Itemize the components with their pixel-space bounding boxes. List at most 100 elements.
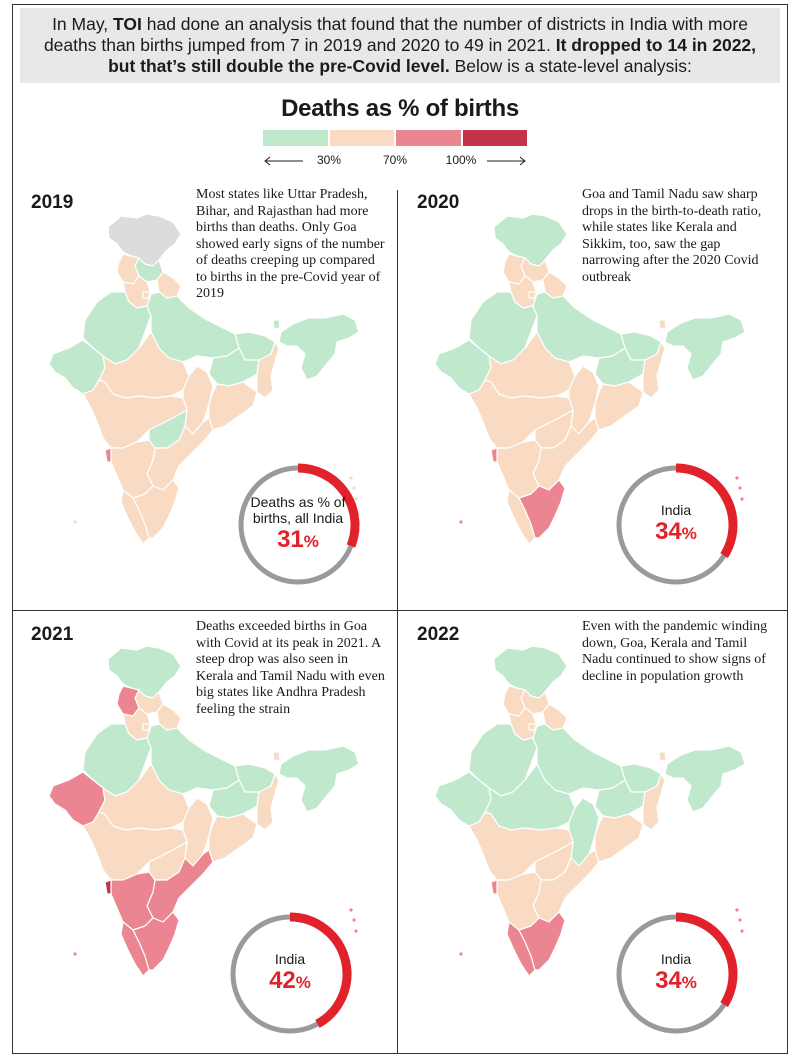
state-sk <box>658 751 667 762</box>
state-tn <box>132 911 180 971</box>
panel-note: Most states like Uttar Pradesh, Bihar, a… <box>196 187 385 301</box>
intro-part-3: Below is a state-level analysis: <box>449 56 692 76</box>
panel-note: Goa and Tamil Nadu saw sharp drops in th… <box>582 187 762 285</box>
ring-value: 34% <box>655 967 697 997</box>
state-jk <box>107 645 182 699</box>
ring-gauge <box>616 463 738 585</box>
state-od <box>594 813 644 863</box>
island-dot <box>738 486 742 490</box>
state-wb <box>256 341 280 399</box>
graphic-frame <box>12 4 788 1054</box>
intro-text: In May, TOI had done an analysis that fo… <box>20 8 780 83</box>
state-ne <box>664 313 746 381</box>
state-dl <box>142 291 150 299</box>
state-tn <box>132 479 180 539</box>
panel-year: 2022 <box>417 624 460 645</box>
legend-swatch <box>396 130 461 146</box>
island-dot <box>354 929 358 933</box>
ring-value-unit: % <box>681 524 697 543</box>
intro-part-1: In May, <box>52 14 114 34</box>
island-dot <box>349 476 353 480</box>
intro-part-2: had done an analysis that found that the… <box>43 14 748 55</box>
ring-value-unit: % <box>681 973 697 992</box>
state-ka <box>496 439 542 499</box>
year-panel-2020: 2020 Goa and Tamil Nadu saw sharp drops … <box>399 187 784 612</box>
ring-label: India <box>274 951 306 967</box>
island-dot <box>73 952 77 956</box>
state-tn <box>518 911 566 971</box>
state-wb <box>256 773 280 831</box>
india-state-map <box>434 213 746 545</box>
year-panel-2019: 2019 Most states like Uttar Pradesh, Bih… <box>13 187 398 612</box>
state-dl <box>528 291 536 299</box>
legend-swatch <box>329 130 394 146</box>
panel-year: 2019 <box>31 192 74 213</box>
state-wb <box>642 773 666 831</box>
state-od <box>208 813 258 863</box>
horizontal-divider <box>12 610 788 611</box>
ring-value-number: 42 <box>269 967 296 994</box>
legend-tick-100: 100% <box>445 153 477 167</box>
ring-value-number: 31 <box>277 526 304 553</box>
island-dot <box>738 918 742 922</box>
year-panel-2022: 2022 Even with the pandemic winding down… <box>399 619 784 1044</box>
state-tn <box>518 479 566 539</box>
legend-title: Deaths as % of births <box>281 95 519 122</box>
legend-ticks: 30% 70% 100% <box>263 150 527 172</box>
vertical-divider <box>397 190 398 1054</box>
state-jk <box>493 645 568 699</box>
state-sk <box>272 751 281 762</box>
intro-bold-1: TOI <box>113 14 142 34</box>
legend-color-bar <box>263 130 527 146</box>
india-ratio-ring: India 42% <box>225 909 355 1039</box>
state-dl <box>142 723 150 731</box>
legend-tick-30: 30% <box>316 153 342 167</box>
ring-label: India <box>660 502 692 518</box>
state-ka <box>110 439 156 499</box>
state-ne <box>664 745 746 813</box>
island-dot <box>740 497 744 501</box>
state-ne <box>278 745 360 813</box>
state-dl <box>528 723 536 731</box>
ring-value-unit: % <box>295 973 311 992</box>
panel-note: Even with the pandemic winding down, Goa… <box>582 619 768 684</box>
intro-bold-2: It dropped to 14 in 2022, but that’s sti… <box>108 35 757 76</box>
island-dot <box>735 476 739 480</box>
ring-value: 31% <box>277 526 319 556</box>
india-state-map <box>434 645 746 977</box>
state-goa <box>490 879 498 895</box>
panel-year: 2020 <box>417 192 460 213</box>
year-panel-2021: 2021 Deaths exceeded births in Goa with … <box>13 619 398 1044</box>
ring-value: 34% <box>655 518 697 548</box>
ring-value: 42% <box>269 967 311 997</box>
panel-year: 2021 <box>31 624 74 645</box>
legend-arrows <box>264 156 526 166</box>
state-od <box>208 381 258 431</box>
state-wb <box>642 341 666 399</box>
ring-label: India <box>660 951 692 967</box>
india-state-map <box>48 645 360 977</box>
legend-tick-70: 70% <box>382 153 408 167</box>
island-dot <box>735 908 739 912</box>
ring-value-number: 34 <box>655 518 682 545</box>
state-ka <box>110 871 156 931</box>
state-ne <box>278 313 360 381</box>
india-ratio-ring: India 34% <box>611 909 741 1039</box>
island-dot <box>73 520 77 524</box>
state-goa <box>490 447 498 463</box>
ring-value-unit: % <box>303 532 319 551</box>
island-dot <box>459 952 463 956</box>
island-dot <box>352 918 356 922</box>
state-sk <box>272 319 281 330</box>
ring-gauge <box>238 463 360 585</box>
state-ka <box>496 871 542 931</box>
state-od <box>594 381 644 431</box>
ring-value-number: 34 <box>655 967 682 994</box>
ring-gauge <box>230 912 352 1034</box>
state-goa <box>104 447 112 463</box>
india-state-map <box>48 213 360 545</box>
india-ratio-ring: Deaths as % of births, all India 31% <box>233 460 363 590</box>
island-dot <box>352 486 356 490</box>
india-ratio-ring: India 34% <box>611 460 741 590</box>
panel-note: Deaths exceeded births in Goa with Covid… <box>196 619 385 717</box>
